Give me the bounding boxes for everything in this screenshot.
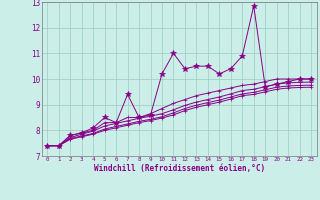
X-axis label: Windchill (Refroidissement éolien,°C): Windchill (Refroidissement éolien,°C) [94,164,265,173]
